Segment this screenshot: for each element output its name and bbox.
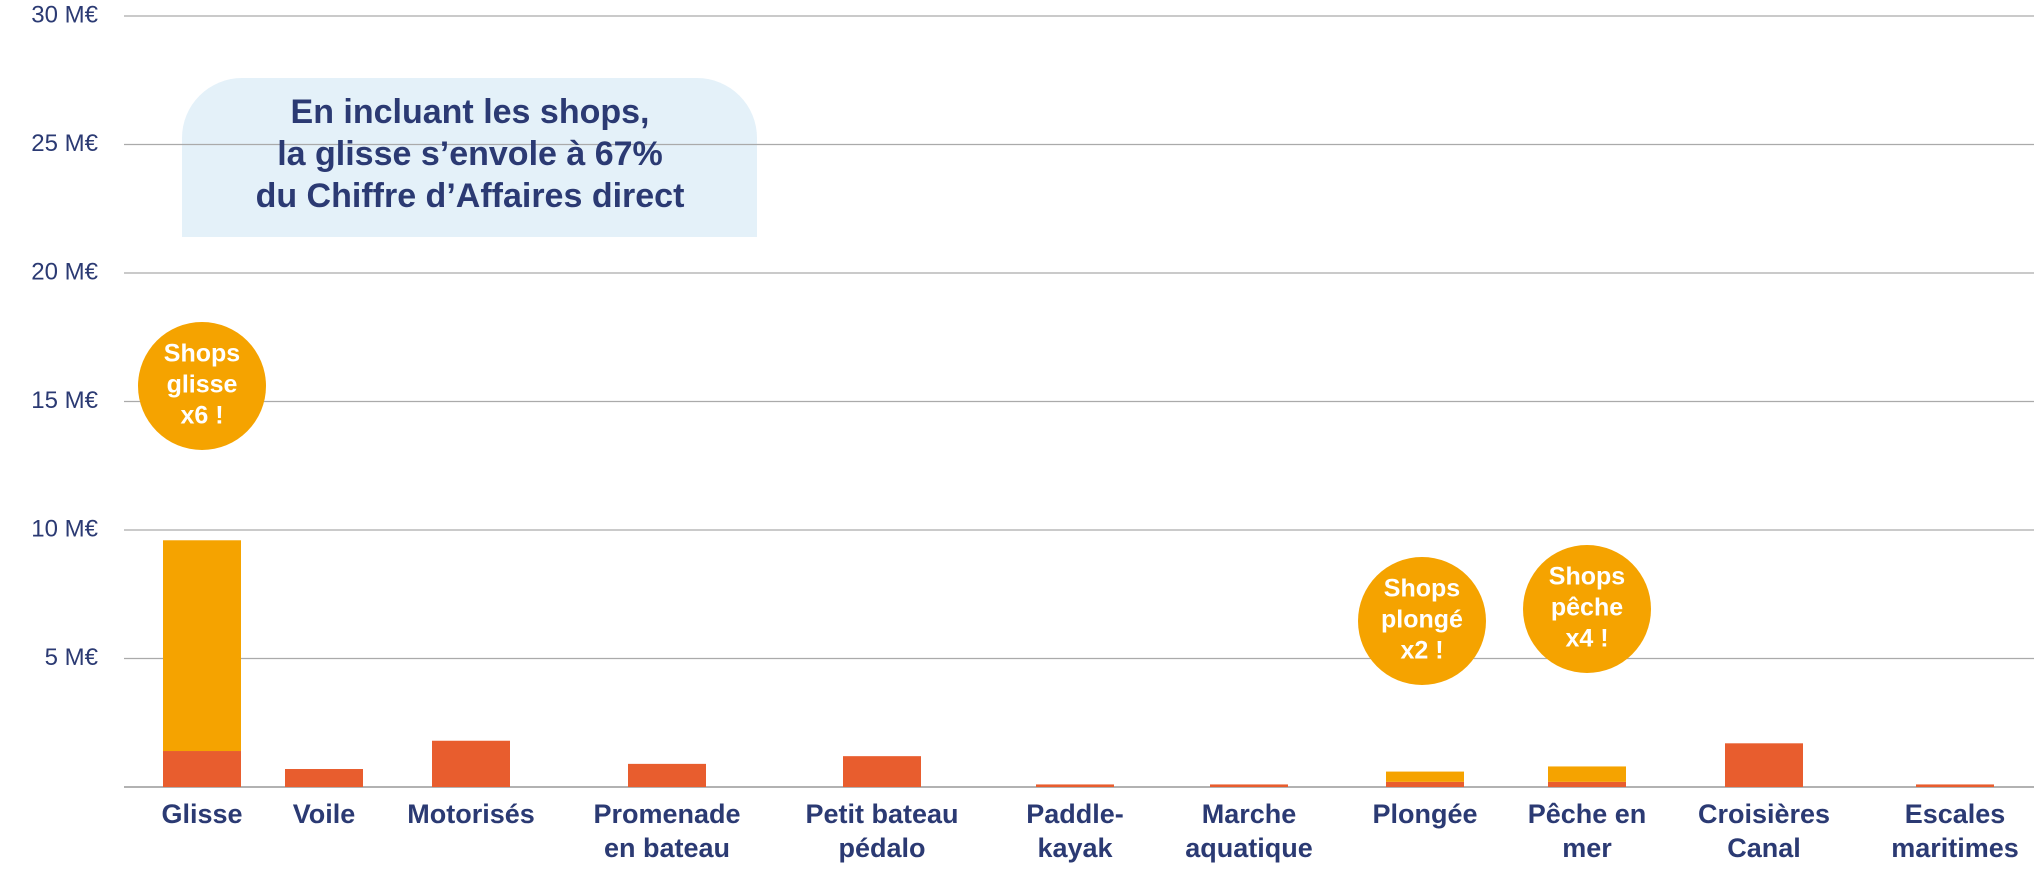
badge-text: x4 ! (1565, 625, 1608, 653)
badge-text: plongé (1381, 606, 1463, 634)
badge-text: Shops (1384, 575, 1460, 603)
bar-segment (1916, 784, 1994, 787)
badge-text: x6 ! (180, 402, 223, 430)
bar-segment (285, 769, 363, 787)
x-tick-label: Voile (292, 799, 356, 829)
x-tick-label: Promenade en bateau (593, 799, 741, 863)
badge-text: Shops (164, 340, 240, 368)
x-tick-label: Plongée (1372, 799, 1478, 829)
bar-segment (1548, 781, 1626, 787)
x-tick-label: Marche aquatique (1185, 799, 1313, 863)
y-tick-label: 25 M€ (31, 130, 98, 157)
y-tick-label: 10 M€ (31, 515, 98, 542)
badge (1358, 557, 1486, 685)
x-tick-label: Escales maritimes (1891, 799, 2019, 863)
y-tick-label: 15 M€ (31, 387, 98, 414)
x-tick-label: Petit bateau pédalo (805, 799, 959, 863)
bar-segment (1210, 784, 1288, 787)
y-tick-label: 20 M€ (31, 258, 98, 285)
callout-box (182, 78, 757, 237)
x-tick-label: Glisse (161, 799, 243, 829)
x-tick-label: Pêche en mer (1527, 799, 1647, 863)
bar-segment (432, 740, 510, 787)
y-tick-label: 5 M€ (45, 644, 99, 671)
callout-text: En incluant les shops, (291, 93, 650, 131)
badge-text: x2 ! (1400, 637, 1443, 665)
badge-text: pêche (1551, 594, 1623, 622)
badge (1523, 545, 1651, 673)
bar-segment (1725, 743, 1803, 787)
bar-segment (163, 751, 241, 787)
x-tick-label: Motorisés (407, 799, 535, 829)
y-tick-label: 30 M€ (31, 1, 98, 28)
badge-text: Shops (1549, 563, 1625, 591)
bar-segment (1386, 771, 1464, 782)
x-tick-label: Croisières Canal (1697, 799, 1831, 863)
bar-segment (1548, 766, 1626, 782)
badge-text: glisse (167, 371, 238, 399)
callout-text: du Chiffre d’Affaires direct (256, 177, 685, 215)
bar-segment (843, 756, 921, 787)
x-tick-label: Paddle-kayak (1026, 799, 1124, 863)
bar-segment (1036, 784, 1114, 787)
callout-text: la glisse s’envole à 67% (277, 135, 663, 173)
bar-segment (163, 540, 241, 752)
bar-segment (1386, 781, 1464, 787)
badge (138, 322, 266, 450)
bar-segment (628, 763, 706, 787)
